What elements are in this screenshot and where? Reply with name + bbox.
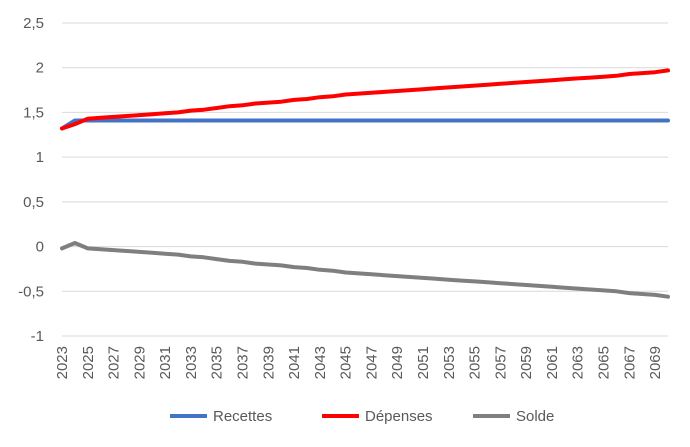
series-line-recettes — [60, 118, 670, 131]
x-tick-label: 2065 — [596, 346, 613, 379]
x-tick-label: 2043 — [312, 346, 329, 379]
y-tick-label: 1 — [36, 149, 44, 166]
x-tick-label: 2063 — [570, 346, 587, 379]
x-tick-label: 2059 — [518, 346, 535, 379]
y-tick-label: -1 — [31, 328, 44, 345]
legend-label: Recettes — [213, 408, 272, 425]
x-tick-label: 2039 — [260, 346, 277, 379]
x-tick-label: 2045 — [338, 346, 355, 379]
legend: Recettes Dépenses Solde — [170, 408, 554, 425]
x-tick-label: 2027 — [106, 346, 123, 379]
x-tick-label: 2029 — [131, 346, 148, 379]
y-tick-label: 0,5 — [23, 194, 44, 211]
legend-label: Dépenses — [365, 408, 433, 425]
x-tick-label: 2035 — [209, 346, 226, 379]
series-lines — [60, 68, 670, 299]
x-tick-label: 2025 — [80, 346, 97, 379]
x-axis-ticks: 2023 2025 2027 2029 2031 2033 2035 2037 2039 2041… — [54, 346, 664, 379]
y-tick-label: 1,5 — [23, 104, 44, 121]
series-line-solde — [60, 241, 670, 299]
y-axis-ticks: -1 -0,5 0 0,5 1 1,5 2 2,5 — [18, 15, 44, 345]
x-tick-label: 2047 — [363, 346, 380, 379]
legend-label: Solde — [516, 408, 554, 425]
x-tick-label: 2053 — [441, 346, 458, 379]
y-tick-label: 2,5 — [23, 15, 44, 32]
y-tick-label: 2 — [36, 60, 44, 77]
x-tick-label: 2049 — [389, 346, 406, 379]
x-tick-label: 2037 — [235, 346, 252, 379]
x-tick-label: 2041 — [286, 346, 303, 379]
x-tick-label: 2051 — [415, 346, 432, 379]
x-tick-label: 2055 — [467, 346, 484, 379]
x-tick-label: 2069 — [647, 346, 664, 379]
x-tick-label: 2031 — [157, 346, 174, 379]
x-tick-label: 2067 — [621, 346, 638, 379]
x-tick-label: 2057 — [492, 346, 509, 379]
y-tick-label: -0,5 — [18, 283, 44, 300]
x-tick-label: 2023 — [54, 346, 71, 379]
x-tick-label: 2061 — [544, 346, 561, 379]
series-line-d-penses — [60, 68, 670, 131]
y-tick-label: 0 — [36, 239, 44, 256]
x-tick-label: 2033 — [183, 346, 200, 379]
